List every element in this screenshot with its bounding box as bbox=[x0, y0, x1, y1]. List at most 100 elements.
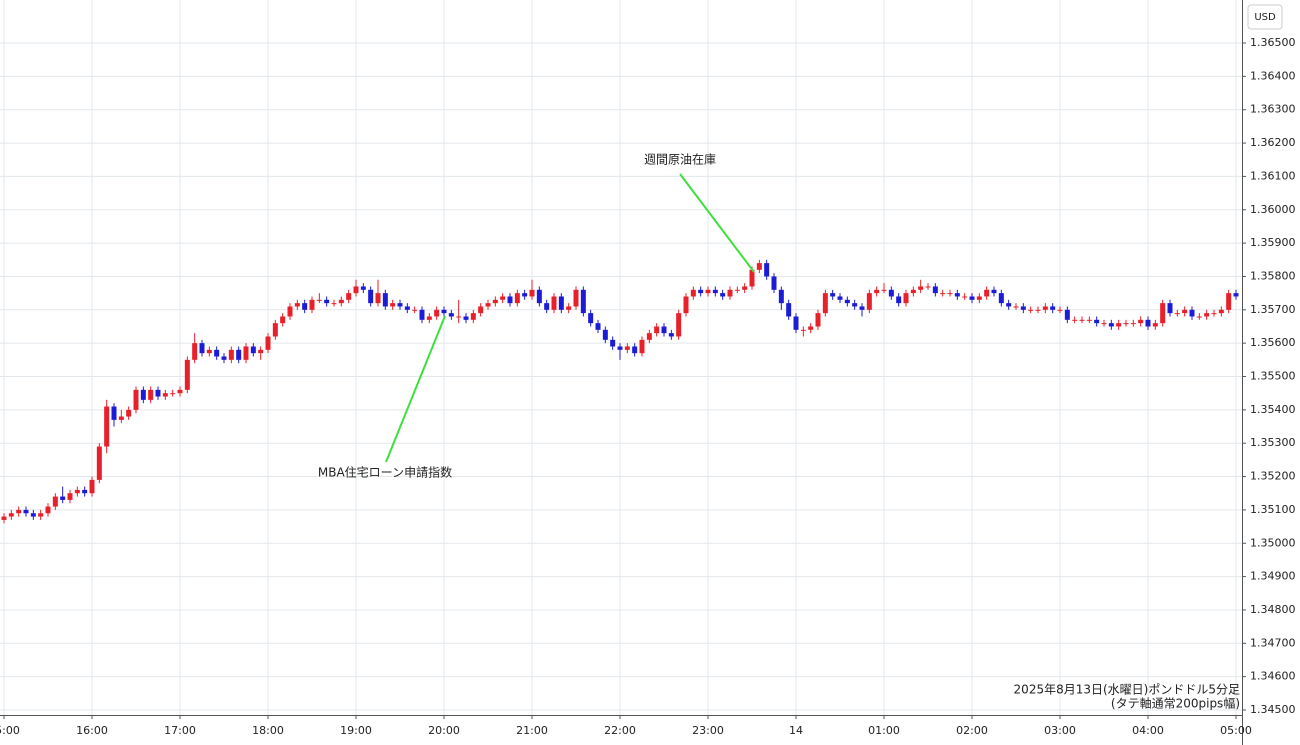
candle-body bbox=[1101, 323, 1107, 325]
candle-body bbox=[712, 289, 718, 294]
candle-body bbox=[140, 389, 146, 400]
candle-body bbox=[456, 316, 462, 318]
candle-body bbox=[602, 329, 608, 340]
candle-body bbox=[610, 339, 616, 347]
y-tick-label: 1.35900 bbox=[1250, 236, 1296, 249]
candle-body bbox=[1211, 313, 1217, 315]
candle-body bbox=[30, 513, 36, 517]
y-tick-label: 1.34600 bbox=[1250, 670, 1296, 683]
annotation-label: 週間原油在庫 bbox=[644, 153, 716, 167]
candle-body bbox=[932, 286, 938, 294]
candle-body bbox=[192, 343, 198, 360]
candle-body bbox=[910, 289, 916, 294]
candle-body bbox=[434, 309, 440, 317]
candle-body bbox=[45, 506, 51, 514]
candle-body bbox=[236, 349, 242, 360]
candle-body bbox=[859, 306, 865, 310]
candle-body bbox=[742, 286, 748, 290]
candle-body bbox=[536, 289, 542, 304]
candle-body bbox=[734, 289, 740, 291]
candle-body bbox=[690, 289, 696, 297]
x-tick-label: 17:00 bbox=[164, 724, 196, 737]
candle-body bbox=[243, 346, 249, 360]
y-tick-label: 1.35100 bbox=[1250, 503, 1296, 516]
candle-body bbox=[478, 306, 484, 314]
candle-body bbox=[918, 286, 924, 290]
candle-body bbox=[426, 316, 432, 320]
candle-body bbox=[852, 303, 858, 307]
candle-body bbox=[309, 299, 315, 310]
candle-body bbox=[595, 323, 601, 330]
candle-body bbox=[676, 313, 682, 337]
candle-body bbox=[1064, 309, 1070, 320]
candle-body bbox=[573, 289, 579, 307]
candle-body bbox=[250, 346, 256, 354]
candle-body bbox=[89, 479, 95, 494]
candle-body bbox=[786, 303, 792, 317]
candle-body bbox=[1138, 319, 1144, 324]
candle-body bbox=[1145, 319, 1151, 327]
candle-body bbox=[272, 323, 278, 337]
x-tick-label: 03:00 bbox=[1044, 724, 1076, 737]
candle-body bbox=[954, 293, 960, 297]
y-tick-label: 1.34900 bbox=[1250, 570, 1296, 583]
candle-body bbox=[683, 296, 689, 314]
x-tick-label: 15:00 bbox=[0, 724, 20, 737]
annotation-label: MBA住宅ローン申請指数 bbox=[318, 465, 452, 480]
y-tick-label: 1.34500 bbox=[1250, 703, 1296, 716]
candle-body bbox=[661, 326, 667, 334]
candle-body bbox=[544, 303, 550, 310]
candle-body bbox=[126, 409, 132, 417]
candle-body bbox=[903, 293, 909, 304]
candle-body bbox=[866, 293, 872, 310]
candle-body bbox=[1116, 323, 1122, 327]
candle-body bbox=[375, 293, 381, 304]
candle-body bbox=[463, 316, 469, 320]
candle-body bbox=[111, 406, 117, 420]
candle-body bbox=[96, 446, 102, 480]
candle-body bbox=[1020, 306, 1026, 310]
y-tick-label: 1.34700 bbox=[1250, 636, 1296, 649]
candle-body bbox=[1072, 319, 1078, 321]
candle-body bbox=[16, 509, 22, 514]
candle-body bbox=[969, 296, 975, 300]
y-tick-label: 1.35400 bbox=[1250, 403, 1296, 416]
candle-body bbox=[287, 306, 293, 317]
unit-box bbox=[1247, 4, 1283, 30]
candle-body bbox=[206, 349, 212, 354]
candle-body bbox=[1123, 323, 1129, 325]
candle-body bbox=[368, 289, 374, 304]
x-tick-label: 05:00 bbox=[1220, 724, 1252, 737]
candle-body bbox=[962, 296, 968, 298]
candle-body bbox=[441, 309, 447, 314]
candle-body bbox=[1196, 316, 1202, 318]
candle-body bbox=[815, 313, 821, 327]
y-axis-panel bbox=[1242, 0, 1300, 745]
y-axis-unit: USD bbox=[1254, 12, 1276, 23]
candle-body bbox=[353, 286, 359, 294]
candle-body bbox=[793, 316, 799, 330]
candle-body bbox=[1086, 319, 1092, 321]
candle-body bbox=[756, 263, 762, 270]
candle-body bbox=[404, 306, 410, 310]
candle-body bbox=[749, 269, 755, 287]
candle-body bbox=[360, 286, 366, 290]
candle-body bbox=[331, 303, 337, 305]
candle-body bbox=[118, 416, 124, 420]
candle-body bbox=[529, 289, 535, 297]
annotation-arrow bbox=[385, 315, 446, 463]
candle-body bbox=[998, 293, 1004, 304]
y-tick-label: 1.36100 bbox=[1250, 169, 1296, 182]
candle-body bbox=[8, 513, 14, 517]
candle-body bbox=[67, 493, 73, 500]
candle-body bbox=[632, 346, 638, 354]
x-tick-label: 04:00 bbox=[1132, 724, 1164, 737]
plot-area bbox=[1, 259, 1239, 524]
candle-body bbox=[258, 349, 264, 354]
candle-body bbox=[1152, 323, 1158, 327]
candle-body bbox=[228, 349, 234, 360]
candle-body bbox=[1057, 309, 1063, 311]
candle-body bbox=[500, 296, 506, 300]
